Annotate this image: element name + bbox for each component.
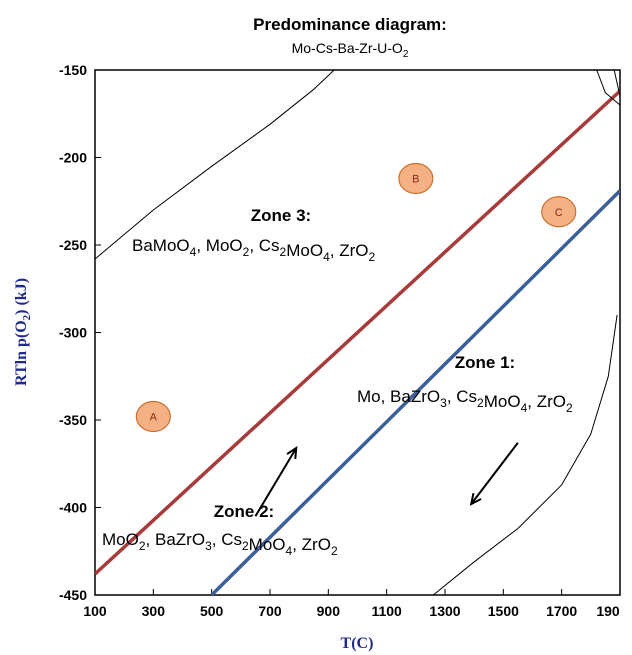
- thin-boundary-5: [613, 70, 620, 97]
- marker-a: A: [135, 400, 171, 433]
- zone1-arrow: [469, 442, 519, 506]
- y-axis-label: RTln p(O2) (kJ): [13, 278, 33, 386]
- zone-title: Zone 3:: [251, 206, 311, 225]
- marker-label: C: [555, 207, 563, 219]
- boundary-line-1: [210, 189, 620, 595]
- zone-3-label: Zone 3: BaMoO4, MoO2, Cs2MoO4, ZrO2: [132, 206, 376, 264]
- y-tick-label: -400: [59, 500, 87, 516]
- zone-title: Zone 2:: [214, 502, 274, 521]
- arrows-layer: [254, 442, 519, 517]
- x-tick-label: 1500: [488, 603, 519, 619]
- x-tick-label: 500: [200, 603, 224, 619]
- thin-boundary-2: [95, 70, 335, 260]
- zone2-arrow: [254, 446, 298, 517]
- axis-ticks: 100 300 500 700 900 1100 1300 1500 1700 190 -150 -2…: [59, 62, 621, 619]
- zone-labels: Zone 3: BaMoO4, MoO2, Cs2MoO4, ZrO2 Zone 1…: [102, 206, 573, 558]
- marker-label: A: [150, 412, 158, 424]
- y-tick-label: -450: [59, 587, 87, 603]
- marker-c: C: [541, 196, 577, 228]
- thin-boundary-4: [596, 70, 620, 106]
- markers-layer: A B C: [135, 162, 577, 433]
- zone-1-label: Zone 1: Mo, BaZrO3, Cs2MoO4, ZrO2: [357, 353, 573, 415]
- boundary-line-0: [95, 89, 620, 576]
- chart-title: Predominance diagram:: [253, 15, 447, 34]
- x-tick-label: 100: [83, 603, 107, 619]
- x-tick-label: 900: [317, 603, 341, 619]
- zone-formula: Mo, BaZrO3, Cs2MoO4, ZrO2: [357, 387, 573, 415]
- zone-2-label: Zone 2: MoO2, BaZrO3, Cs2MoO4, ZrO2: [102, 502, 338, 558]
- chart-subtitle: Mo-Cs-Ba-Zr-U-O2: [292, 40, 409, 60]
- x-tick-label: 1100: [371, 603, 402, 619]
- zone-formula: BaMoO4, MoO2, Cs2MoO4, ZrO2: [132, 236, 376, 264]
- y-tick-label: -300: [59, 325, 87, 341]
- marker-b: B: [398, 162, 434, 195]
- x-tick-label: 1700: [546, 603, 577, 619]
- x-tick-label: 700: [258, 603, 282, 619]
- x-tick-label: 190: [596, 603, 620, 619]
- marker-label: B: [412, 174, 419, 186]
- y-tick-label: -350: [59, 412, 87, 428]
- x-axis-label: T(C): [341, 635, 374, 652]
- zone-formula: MoO2, BaZrO3, Cs2MoO4, ZrO2: [102, 530, 338, 558]
- y-tick-label: -150: [59, 62, 87, 78]
- series-layer: [95, 70, 620, 595]
- thin-boundary-3: [432, 314, 618, 595]
- x-tick-label: 300: [142, 603, 166, 619]
- y-tick-label: -250: [59, 237, 87, 253]
- zone-title: Zone 1:: [455, 353, 515, 372]
- y-tick-label: -200: [59, 150, 87, 166]
- x-tick-label: 1300: [429, 603, 460, 619]
